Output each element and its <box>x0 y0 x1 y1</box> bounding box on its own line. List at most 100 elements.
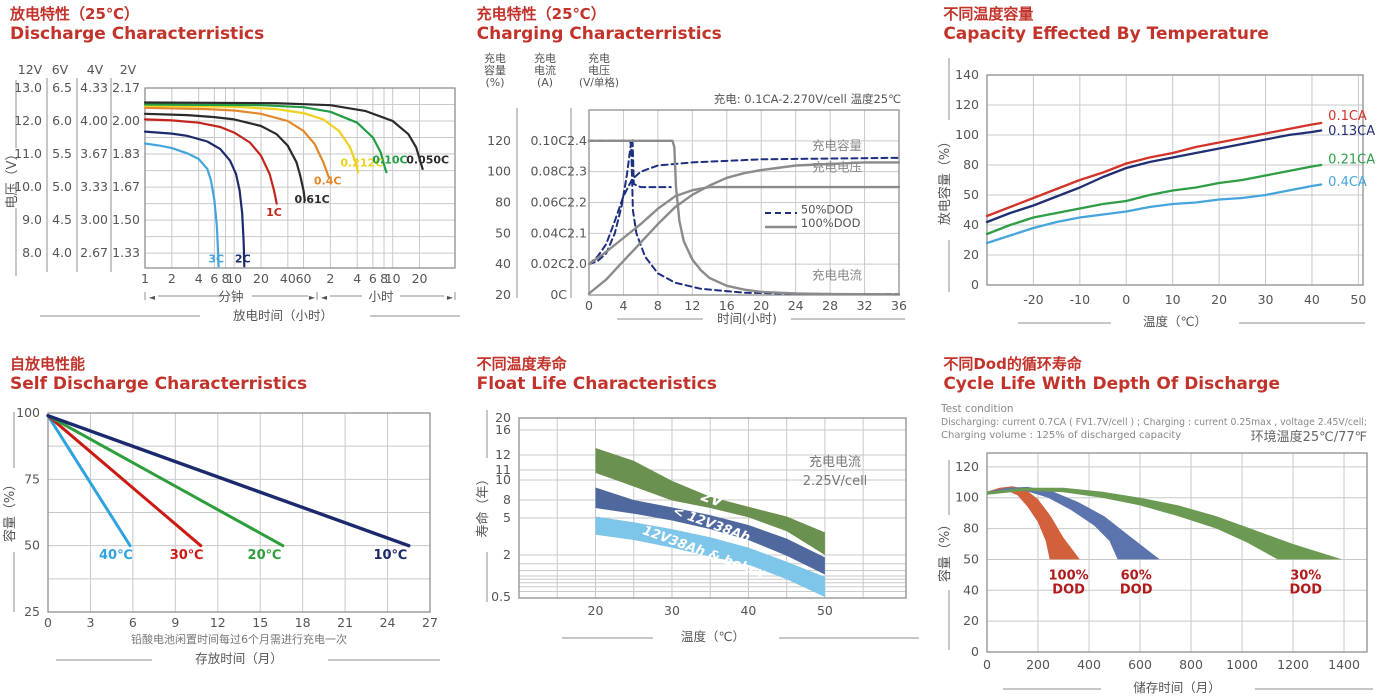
svg-text:充电电流: 充电电流 <box>812 268 863 283</box>
svg-text:20: 20 <box>495 287 511 302</box>
svg-text:2: 2 <box>326 271 334 286</box>
svg-text:1.33: 1.33 <box>112 245 140 260</box>
panel-title-block: 自放电性能 Self Discharge Characterristics <box>0 350 467 400</box>
svg-text:6: 6 <box>369 271 377 286</box>
chart-panel-capacity-temperature: 不同温度容量 Capacity Effected By Temperature … <box>933 0 1400 350</box>
svg-text:Charging volume : 125% of disc: Charging volume : 125% of discharged cap… <box>941 430 1181 441</box>
svg-text:100: 100 <box>487 164 511 179</box>
svg-text:存放时间（月）: 存放时间（月） <box>195 651 283 666</box>
svg-text:4.5: 4.5 <box>52 212 72 227</box>
svg-text:27: 27 <box>422 615 438 630</box>
svg-text:40: 40 <box>963 217 979 232</box>
svg-text:0.10C: 0.10C <box>372 153 407 166</box>
chart-title-en: Cycle Life With Depth Of Discharge <box>943 373 1280 394</box>
svg-text:120: 120 <box>955 459 979 474</box>
svg-text:5: 5 <box>503 510 511 525</box>
chart-title-cn: 自放电性能 <box>10 355 86 373</box>
svg-text:1.83: 1.83 <box>112 146 140 161</box>
svg-text:Test condition: Test condition <box>940 403 1014 415</box>
svg-text:75: 75 <box>24 471 40 486</box>
svg-text:电流: 电流 <box>534 63 556 77</box>
svg-text:36: 36 <box>891 298 907 313</box>
svg-text:2.67: 2.67 <box>80 245 108 260</box>
chart-title-cn: 不同温度寿命 <box>476 355 567 373</box>
svg-text:充电: 充电 <box>534 51 556 65</box>
svg-text:容量（%）: 容量（%） <box>2 478 18 542</box>
svg-text:16: 16 <box>718 298 734 313</box>
svg-text:充电: 0.1CA-2.270V/cell 温度25℃: 充电: 0.1CA-2.270V/cell 温度25℃ <box>713 92 900 106</box>
svg-text:2: 2 <box>168 271 176 286</box>
chart-panel-discharge: 放电特性（25℃） Discharge Characterristics 3C 2… <box>0 0 467 350</box>
svg-text:6.5: 6.5 <box>52 80 72 95</box>
svg-text:环境温度25℃/77℉: 环境温度25℃/77℉ <box>1251 429 1367 445</box>
svg-text:0: 0 <box>1123 292 1131 307</box>
svg-text:50: 50 <box>1351 292 1367 307</box>
svg-text:0: 0 <box>971 277 979 292</box>
svg-text:9: 9 <box>171 615 179 630</box>
svg-text:(A): (A) <box>537 76 553 89</box>
svg-text:(V/单格): (V/单格) <box>579 76 619 89</box>
svg-text:储存时间（月）: 储存时间（月） <box>1134 680 1222 695</box>
chart-title-en: Discharge Characterristics <box>10 23 265 44</box>
svg-text:16: 16 <box>495 422 511 437</box>
chart-title-cn: 放电特性（25℃） <box>10 5 140 23</box>
svg-text:2.3: 2.3 <box>567 164 587 179</box>
svg-text:寿命（年）: 寿命（年） <box>475 472 491 537</box>
chart-title-cn: 不同Dod的循环寿命 <box>943 355 1082 373</box>
svg-text:小时: 小时 <box>368 289 394 304</box>
svg-text:2C: 2C <box>235 252 251 265</box>
chart-title-en: Charging Characterristics <box>476 23 722 44</box>
svg-text:50: 50 <box>24 538 40 553</box>
svg-text:1C: 1C <box>266 206 282 219</box>
svg-text:DOD: DOD <box>1120 582 1153 597</box>
svg-text:时间(小时): 时间(小时) <box>717 311 777 326</box>
svg-text:0: 0 <box>585 298 593 313</box>
svg-text:Discharging: current 0.7CA ( F: Discharging: current 0.7CA ( FV1.7V/cell… <box>941 417 1367 428</box>
chart-panel-cycle-life: 不同Dod的循环寿命 Cycle Life With Depth Of Disc… <box>933 350 1400 700</box>
svg-text:0C: 0C <box>550 287 567 302</box>
svg-text:1000: 1000 <box>1226 657 1258 672</box>
svg-text:20: 20 <box>1211 292 1227 307</box>
svg-text:2.2: 2.2 <box>567 195 587 210</box>
svg-text:12: 12 <box>684 298 700 313</box>
svg-text:100%DOD: 100%DOD <box>800 216 860 230</box>
chart-panel-float-life: 不同温度寿命 Float Life Characteristics 2V < 12… <box>467 350 934 700</box>
svg-text:放电时间（小时）: 放电时间（小时） <box>233 308 333 323</box>
svg-text:60: 60 <box>296 271 312 286</box>
svg-text:50: 50 <box>495 225 511 240</box>
svg-text:8: 8 <box>380 271 388 286</box>
svg-text:0.08C: 0.08C <box>530 164 567 179</box>
svg-text:1400: 1400 <box>1328 657 1360 672</box>
svg-text:电压（V）: 电压（V） <box>5 148 20 209</box>
svg-text:2.00: 2.00 <box>112 113 140 128</box>
svg-text:13.0: 13.0 <box>14 80 42 95</box>
svg-text:32: 32 <box>856 298 872 313</box>
chart-title-en: Float Life Characteristics <box>476 373 717 394</box>
svg-text:2.1: 2.1 <box>567 225 587 240</box>
svg-text:◄: ◄ <box>149 293 156 302</box>
svg-text:0.06C: 0.06C <box>530 195 567 210</box>
svg-text:80: 80 <box>495 195 511 210</box>
svg-text:4: 4 <box>195 271 203 286</box>
panel-title-block: 不同温度寿命 Float Life Characteristics <box>467 350 934 400</box>
svg-text:0.02C: 0.02C <box>530 256 567 271</box>
svg-text:2.4: 2.4 <box>567 133 587 148</box>
svg-text:800: 800 <box>1179 657 1203 672</box>
svg-text:40: 40 <box>495 256 511 271</box>
svg-text:50: 50 <box>817 603 833 618</box>
svg-text:2.0: 2.0 <box>567 256 587 271</box>
svg-text:2: 2 <box>503 547 511 562</box>
svg-text:120: 120 <box>487 133 511 148</box>
svg-text:40: 40 <box>1304 292 1320 307</box>
svg-text:3C: 3C <box>208 252 224 265</box>
svg-text:15: 15 <box>252 615 268 630</box>
svg-text:-10: -10 <box>1070 292 1090 307</box>
svg-text:400: 400 <box>1077 657 1101 672</box>
svg-text:0.61C: 0.61C <box>295 193 330 206</box>
svg-text:12.0: 12.0 <box>14 113 42 128</box>
chart-title-cn: 充电特性（25℃） <box>476 5 606 23</box>
svg-text:充电电流: 充电电流 <box>809 454 861 470</box>
svg-text:11.0: 11.0 <box>14 146 42 161</box>
